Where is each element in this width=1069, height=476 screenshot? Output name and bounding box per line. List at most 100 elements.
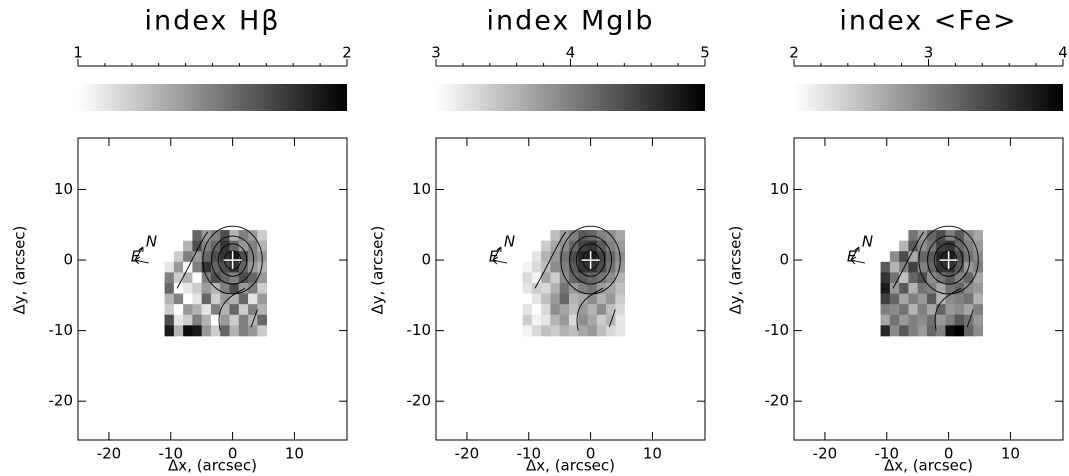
map-pixel [568,272,579,284]
map-pixel [164,261,175,273]
colorbar-tick-label: 5 [700,44,710,62]
contour [217,243,248,277]
map-pixel [550,304,561,316]
map-pixel [257,261,268,273]
map-pixel [541,272,551,284]
map-pixel [908,272,919,284]
y-tick-label: 10 [54,180,73,198]
map-pixel [615,283,626,294]
compass-label: N [504,233,515,251]
map-pixel [945,251,956,263]
map-pixel [220,304,230,316]
map-pixel [541,325,551,337]
map-pixel [210,272,221,284]
map-pixel [587,293,598,305]
map-pixel [522,261,533,273]
map-pixel [908,325,919,337]
map-pixel [926,251,937,263]
contour [927,235,971,285]
map-pixel [541,314,551,326]
x-tick-label: 0 [586,445,596,463]
x-tick-label: -10 [875,445,900,463]
map-pixel [220,230,230,242]
y-tick-label: -10 [765,321,790,339]
map-pixel [173,251,184,263]
map-pixel [531,272,542,284]
map-pixel [606,251,616,263]
map-pixel [899,272,909,284]
map-pixel [183,251,193,263]
map-pixel [587,283,598,294]
map-pixel [596,325,607,337]
map-pixel [238,304,249,316]
y-tick-label: -10 [407,321,432,339]
map-pixel [973,272,984,284]
map-pixel [248,272,258,284]
map-pixel [183,240,193,252]
contour [934,287,962,331]
map-pixel [541,240,551,252]
x-axis-label: Δx, (arcsec) [526,457,615,475]
map-pixel [964,304,974,316]
compass-label: N [146,233,157,251]
map-pixel [531,325,542,337]
map-pixel [917,304,928,316]
map-pixel [559,304,570,316]
contour [575,243,606,277]
map-pixel [899,314,909,326]
map-pixel [229,272,240,284]
map-pixel [899,325,909,337]
map-pixel [587,230,598,242]
map-pixel [238,325,249,337]
map-pixel [220,283,230,294]
map-pixel [973,283,984,294]
map-pixel [220,272,230,284]
map-pixel [164,272,175,284]
map-pixel [201,293,212,305]
map-pixel [229,251,240,263]
map-pixel [192,272,203,284]
map-pixel [964,240,974,252]
panel: index Hβ 1 2 EN -20 -10 0 10 -20 -10 0 10 Δx, (arcse… [11,6,352,475]
map-pixel [550,240,561,252]
y-axis-label: Δy, (arcsec) [727,226,745,315]
colorbar [436,84,705,111]
map-pixel [192,230,203,242]
y-tick-label: -20 [765,392,790,410]
map-pixel [606,325,616,337]
map-pixel [880,261,891,273]
contour [250,309,258,328]
map-pixel [192,293,203,305]
map-pixel [936,283,946,294]
map-pixel [201,251,212,263]
map-pixel [973,325,984,337]
map-pixel [954,314,965,326]
map-pixel [596,304,607,316]
map-pixel [173,261,184,273]
map-pixel [917,283,928,294]
map-pixel [917,240,928,252]
map-pixel [596,261,607,273]
map-pixel [945,325,956,337]
map-pixel [954,304,965,316]
map-pixel [880,325,891,337]
map-pixel [973,314,984,326]
map-pixel [559,240,570,252]
map-pixel [889,314,900,326]
compass-arrow [850,246,865,265]
map-pixel [889,251,900,263]
map-pixel [945,293,956,305]
map-pixel [559,325,570,337]
map-pixel [606,272,616,284]
map-pixel [164,314,175,326]
map-pixel [210,325,221,337]
map-pixel [559,272,570,284]
map-pixel [964,293,974,305]
map-pixel [531,251,542,263]
panel: index MgIb 3 4 5 EN -20 -10 0 10 -20 -10 0 10 Δx, (ar… [369,6,710,475]
map-pixel [615,272,626,284]
map-pixel [559,261,570,273]
map-pixel [587,240,598,252]
map-pixel [587,325,598,337]
map-pixel [917,293,928,305]
